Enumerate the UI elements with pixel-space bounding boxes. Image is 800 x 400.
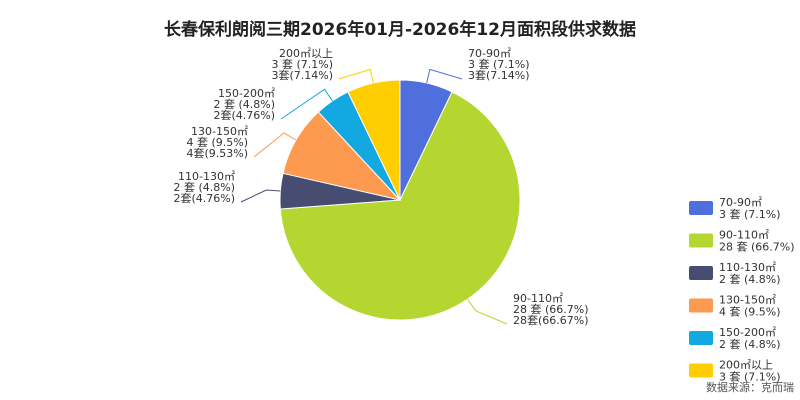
legend-label-0: 70-90㎡: [719, 196, 762, 209]
callout-line-3: [253, 132, 297, 158]
callout-line-5: [338, 68, 374, 84]
callout-text-5-0: 200㎡以上: [279, 47, 333, 60]
legend-value-1: 28 套 (66.7%): [719, 241, 795, 254]
callout-text-3-2: 4套(9.53%): [186, 147, 248, 160]
legend-label-5: 200㎡以上: [719, 359, 773, 372]
callout-text-5-2: 3套(7.14%): [271, 69, 333, 82]
legend-value-0: 3 套 (7.1%): [719, 208, 781, 221]
callout-text-2-2: 2套(4.76%): [173, 192, 235, 205]
legend-swatch-2: [689, 266, 713, 280]
legend-swatch-5: [689, 363, 713, 378]
callout-text-4-2: 2套(4.76%): [213, 109, 275, 122]
callout-text-3-1: 4 套 (9.5%): [186, 136, 248, 149]
callout-text-2-1: 2 套 (4.8%): [173, 181, 235, 194]
callout-text-1-1: 28 套 (66.7%): [513, 303, 589, 316]
legend-label-3: 130-150㎡: [719, 294, 776, 307]
legend-value-2: 2 套 (4.8%): [719, 273, 781, 286]
callout-line-4: [280, 88, 333, 120]
callout-text-4-0: 150-200㎡: [218, 87, 275, 100]
pie-slices: [279, 79, 521, 321]
callout-text-0-2: 3套(7.14%): [468, 69, 530, 82]
legend-value-4: 2 套 (4.8%): [719, 338, 781, 351]
pie-slice-5: [347, 79, 401, 201]
callout-text-0-0: 70-90㎡: [468, 47, 511, 60]
chart-title: 长春保利朗阅三期2026年01月-2026年12月面积段供求数据: [164, 19, 636, 40]
callout-line-2: [240, 189, 281, 203]
callout-text-1-0: 90-110㎡: [513, 292, 563, 305]
legend-swatch-0: [689, 201, 713, 215]
callout-text-3-0: 130-150㎡: [191, 125, 248, 138]
callout-line-0: [426, 68, 463, 84]
legend-label-4: 150-200㎡: [719, 326, 776, 339]
callout-text-5-1: 3 套 (7.1%): [271, 58, 333, 71]
legend-swatch-1: [689, 233, 713, 248]
legend-label-1: 90-110㎡: [719, 229, 769, 242]
callout-text-4-1: 2 套 (4.8%): [213, 98, 275, 111]
legend-swatch-4: [689, 331, 713, 345]
callout-text-1-2: 28套(66.67%): [513, 314, 589, 327]
legend-value-5: 3 套 (7.1%): [719, 371, 781, 384]
source-note: 数据来源：克而瑞: [706, 380, 794, 394]
legend-value-3: 4 套 (9.5%): [719, 306, 781, 319]
callout-line-1: [467, 298, 508, 325]
legend-swatch-3: [689, 298, 713, 313]
legend-label-2: 110-130㎡: [719, 261, 776, 274]
callout-text-2-0: 110-130㎡: [178, 170, 235, 183]
callout-text-0-1: 3 套 (7.1%): [468, 58, 530, 71]
